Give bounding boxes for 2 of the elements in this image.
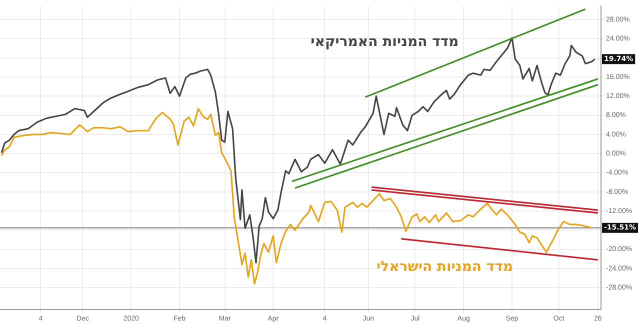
series-label: מדד המניות האמריקאי (310, 34, 459, 50)
series-label: מדד המניות הישראלי (376, 258, 513, 275)
